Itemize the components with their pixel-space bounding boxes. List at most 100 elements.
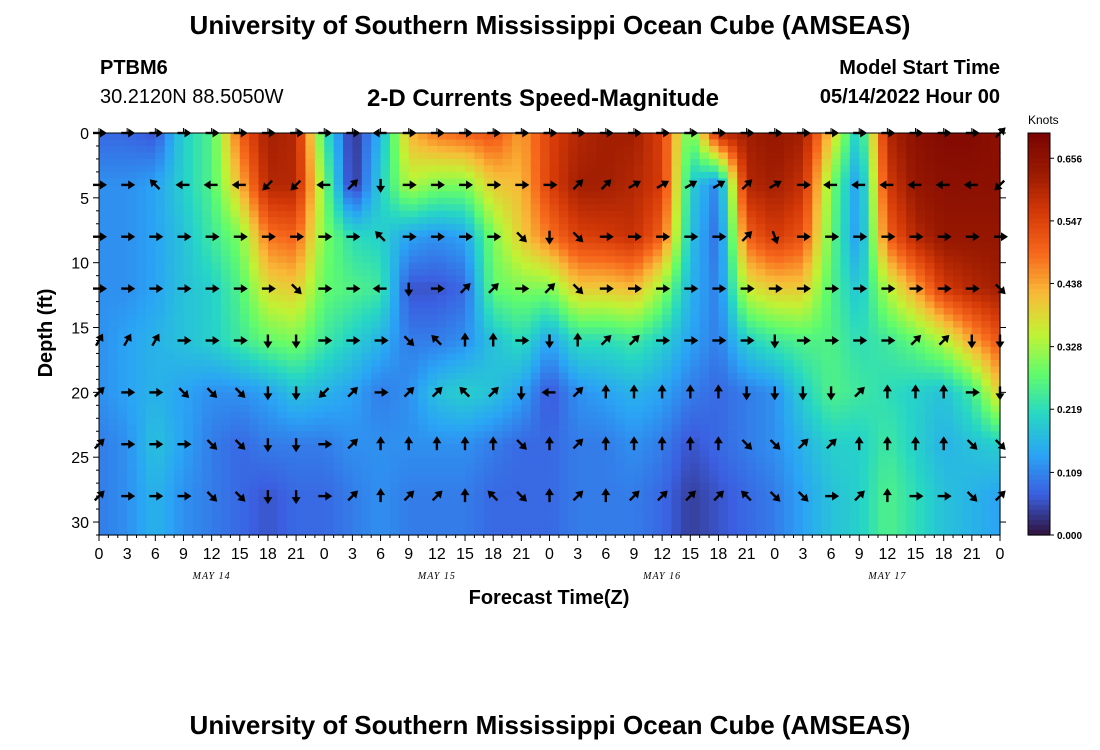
heatmap-cell: [202, 223, 213, 231]
heatmap-cell: [267, 256, 278, 264]
heatmap-cell: [652, 321, 663, 329]
heatmap-cell: [755, 236, 766, 244]
heatmap-cell: [136, 288, 147, 296]
heatmap-cell: [549, 411, 560, 419]
heatmap-cell: [615, 314, 626, 322]
heatmap-cell: [221, 431, 231, 439]
heatmap-cell: [511, 165, 522, 173]
heatmap-cell: [831, 327, 842, 335]
model-start-value: 05/14/2022 Hour 00: [819, 86, 1000, 108]
heatmap-cell: [380, 184, 391, 192]
heatmap-cell: [192, 191, 203, 199]
heatmap-cell: [934, 165, 945, 173]
heatmap-cell: [530, 288, 541, 296]
heatmap-cell: [596, 437, 607, 445]
heatmap-cell: [183, 223, 194, 231]
heatmap-cell: [352, 463, 363, 471]
heatmap-cell: [690, 379, 701, 387]
heatmap-cell: [502, 411, 513, 419]
heatmap-cell: [127, 450, 138, 458]
heatmap-cell: [690, 437, 701, 445]
heatmap-cell: [296, 353, 307, 361]
heatmap-cell: [202, 204, 213, 212]
heatmap-cell: [239, 210, 250, 218]
heatmap-cell: [962, 133, 973, 141]
heatmap-cell: [596, 314, 607, 322]
heatmap-cell: [737, 191, 748, 199]
heatmap-cell: [221, 204, 231, 212]
heatmap-cell: [446, 379, 457, 387]
heatmap-cell: [971, 210, 982, 218]
heatmap-cell: [953, 243, 964, 251]
heatmap-cell: [662, 158, 673, 167]
heatmap-cell: [821, 334, 832, 342]
heatmap-cell: [540, 152, 551, 160]
heatmap-cell: [859, 165, 870, 173]
heatmap-cell: [727, 405, 738, 413]
heatmap-cell: [155, 145, 166, 154]
heatmap-cell: [117, 308, 128, 316]
heatmap-cell: [671, 411, 682, 419]
heatmap-cell: [746, 366, 757, 374]
heatmap-cell: [455, 327, 466, 335]
heatmap-cell: [887, 204, 898, 212]
heatmap-cell: [821, 139, 832, 147]
heatmap-cell: [117, 405, 128, 413]
heatmap-cell: [352, 314, 363, 322]
heatmap-cell: [455, 210, 466, 218]
heatmap-cell: [277, 431, 288, 439]
heatmap-cell: [249, 217, 260, 225]
heatmap-cell: [239, 165, 250, 173]
heatmap-cell: [840, 418, 851, 426]
heatmap-cell: [671, 379, 682, 387]
heatmap-cell: [465, 346, 476, 355]
heatmap-cell: [840, 243, 851, 251]
heatmap-cell: [389, 139, 400, 147]
heatmap-cell: [596, 444, 607, 452]
heatmap-cell: [540, 223, 551, 231]
heatmap-cell: [680, 418, 691, 426]
heatmap-cell: [380, 359, 391, 368]
heatmap-cell: [389, 165, 400, 173]
heatmap-cell: [296, 152, 307, 160]
heatmap-cell: [859, 392, 870, 400]
heatmap-cell: [596, 346, 607, 355]
heatmap-cell: [249, 353, 260, 361]
heatmap-cell: [230, 353, 241, 361]
heatmap-cell: [511, 152, 522, 160]
heatmap-cell: [230, 243, 241, 251]
heatmap-cell: [887, 139, 898, 147]
heatmap-cell: [221, 353, 231, 361]
heatmap-cell: [784, 411, 795, 419]
heatmap-cell: [812, 346, 823, 355]
heatmap-cell: [605, 230, 616, 238]
heatmap-cell: [568, 249, 579, 257]
heatmap-cell: [343, 249, 354, 257]
heatmap-cell: [831, 236, 842, 244]
heatmap-cell: [305, 171, 316, 179]
heatmap-cell: [436, 340, 447, 348]
heatmap-cell: [324, 256, 335, 264]
heatmap-cell: [924, 139, 935, 147]
heatmap-cell: [615, 450, 626, 458]
heatmap-cell: [859, 230, 870, 238]
heatmap-cell: [117, 444, 128, 452]
heatmap-cell: [427, 340, 438, 348]
heatmap-cell: [136, 184, 147, 192]
heatmap-cell: [174, 379, 185, 387]
heatmap-cell: [755, 359, 766, 368]
heatmap-cell: [746, 152, 757, 160]
heatmap-cell: [145, 288, 156, 296]
heatmap-cell: [296, 133, 307, 141]
heatmap-cell: [971, 184, 982, 192]
heatmap-cell: [361, 379, 372, 387]
heatmap-cell: [127, 385, 138, 393]
heatmap-cell: [249, 243, 260, 251]
heatmap-cell: [408, 191, 419, 199]
heatmap-cell: [136, 437, 147, 445]
heatmap-cell: [718, 184, 729, 192]
heatmap-cell: [155, 249, 166, 257]
heatmap-cell: [380, 191, 391, 199]
heatmap-cell: [483, 379, 494, 387]
heatmap-cell: [699, 353, 710, 361]
